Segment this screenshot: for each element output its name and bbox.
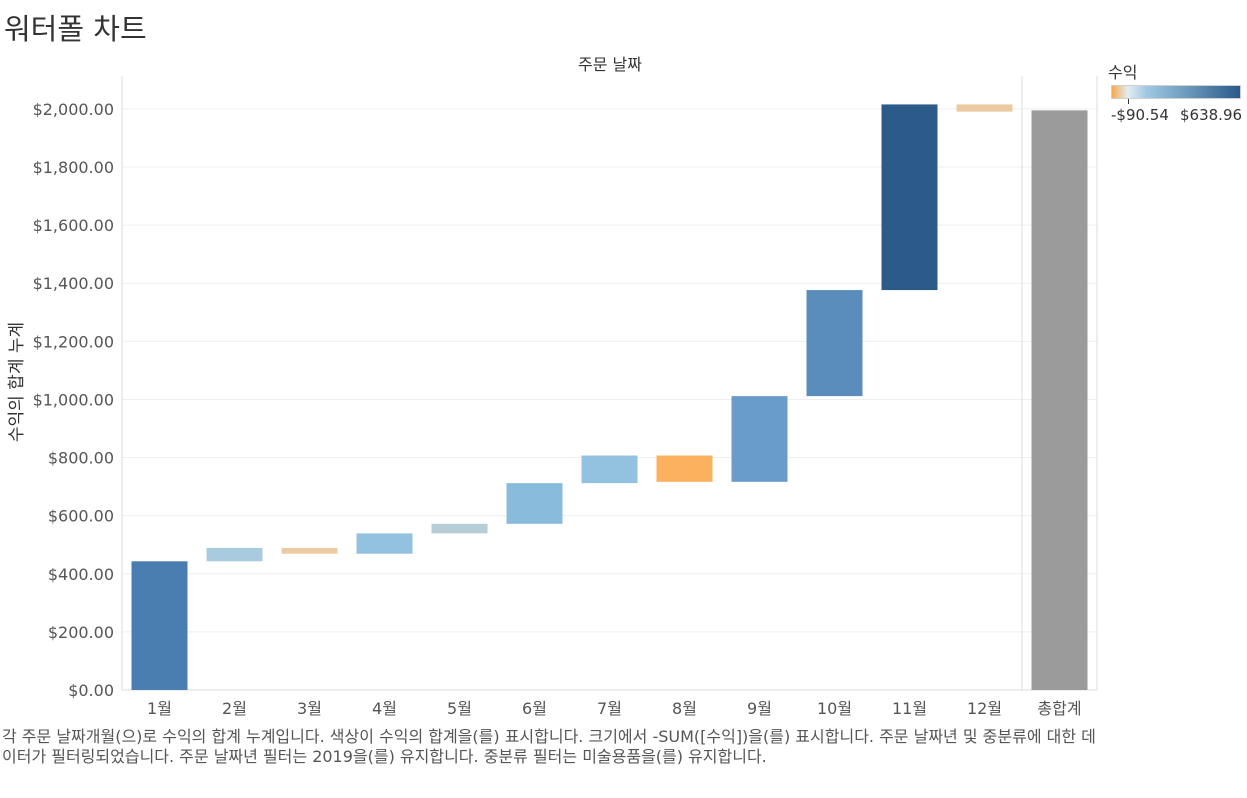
legend-min-label: -$90.54 — [1111, 106, 1169, 124]
legend-zero-tick — [1128, 99, 1129, 104]
total-bar — [1031, 110, 1088, 690]
y-tick-label: $200.00 — [48, 623, 114, 642]
legend-max-label: $638.96 — [1180, 106, 1243, 124]
y-tick-label: $600.00 — [48, 507, 114, 526]
y-tick-label: $1,000.00 — [33, 390, 114, 409]
x-tick-label: 1월 — [147, 699, 172, 718]
y-tick-label: $1,600.00 — [33, 216, 114, 235]
chart-frame — [121, 76, 1098, 691]
legend-color-ramp — [1111, 85, 1241, 99]
page-title: 워터폴 차트 — [4, 12, 147, 46]
y-tick-label: $0.00 — [68, 681, 114, 700]
y-tick-label: $1,400.00 — [33, 274, 114, 293]
x-tick-label: 8월 — [672, 699, 697, 718]
total-label: 총합계 — [1037, 699, 1081, 718]
chart-caption: 각 주문 날짜개월(으)로 수익의 합계 누계입니다. 색상이 수익의 합계을(… — [2, 727, 1096, 766]
x-tick-label: 12월 — [967, 699, 1002, 718]
x-tick-label: 5월 — [447, 699, 472, 718]
x-tick-label: 9월 — [747, 699, 772, 718]
y-tick-label: $1,800.00 — [33, 158, 114, 177]
waterfall-bar — [281, 547, 338, 554]
x-tick-label: 3월 — [297, 699, 322, 718]
bars — [131, 104, 1088, 690]
legend-title: 수익 — [1108, 63, 1138, 82]
waterfall-bar — [881, 104, 938, 291]
waterfall-bar — [131, 561, 188, 690]
y-axis-title: 수익의 합계 누계 — [7, 322, 27, 442]
waterfall-bar — [431, 523, 488, 534]
waterfall-bar — [656, 455, 713, 482]
y-tick-label: $2,000.00 — [33, 100, 114, 119]
x-tick-label: 10월 — [817, 699, 852, 718]
x-tick-label: 11월 — [892, 699, 927, 718]
waterfall-bar — [356, 533, 413, 554]
grid-lines — [122, 108, 1097, 691]
y-tick-label: $800.00 — [48, 449, 114, 468]
x-tick-labels: 1월 2월 3월 4월 5월 6월 7월 8월 9월 10월 11월 12월 총합계 — [147, 699, 1082, 718]
x-tick-label: 6월 — [522, 699, 547, 718]
waterfall-bar — [806, 290, 863, 397]
waterfall-bar — [731, 396, 788, 482]
x-axis-title: 주문 날짜 — [578, 55, 642, 74]
x-tick-label: 4월 — [372, 699, 397, 718]
y-tick-label: $400.00 — [48, 565, 114, 584]
x-tick-label: 7월 — [597, 699, 622, 718]
x-tick-label: 2월 — [222, 699, 247, 718]
waterfall-bar — [581, 455, 638, 484]
waterfall-bar — [206, 547, 263, 562]
waterfall-bar — [956, 104, 1013, 112]
y-tick-label: $1,200.00 — [33, 332, 114, 351]
waterfall-chart: $0.00 $200.00 $400.00 $600.00 $800.00 $1,000.… — [7, 55, 1098, 718]
y-tick-labels: $0.00 $200.00 $400.00 $600.00 $800.00 $1,000.… — [33, 100, 114, 700]
waterfall-bar — [506, 483, 563, 524]
